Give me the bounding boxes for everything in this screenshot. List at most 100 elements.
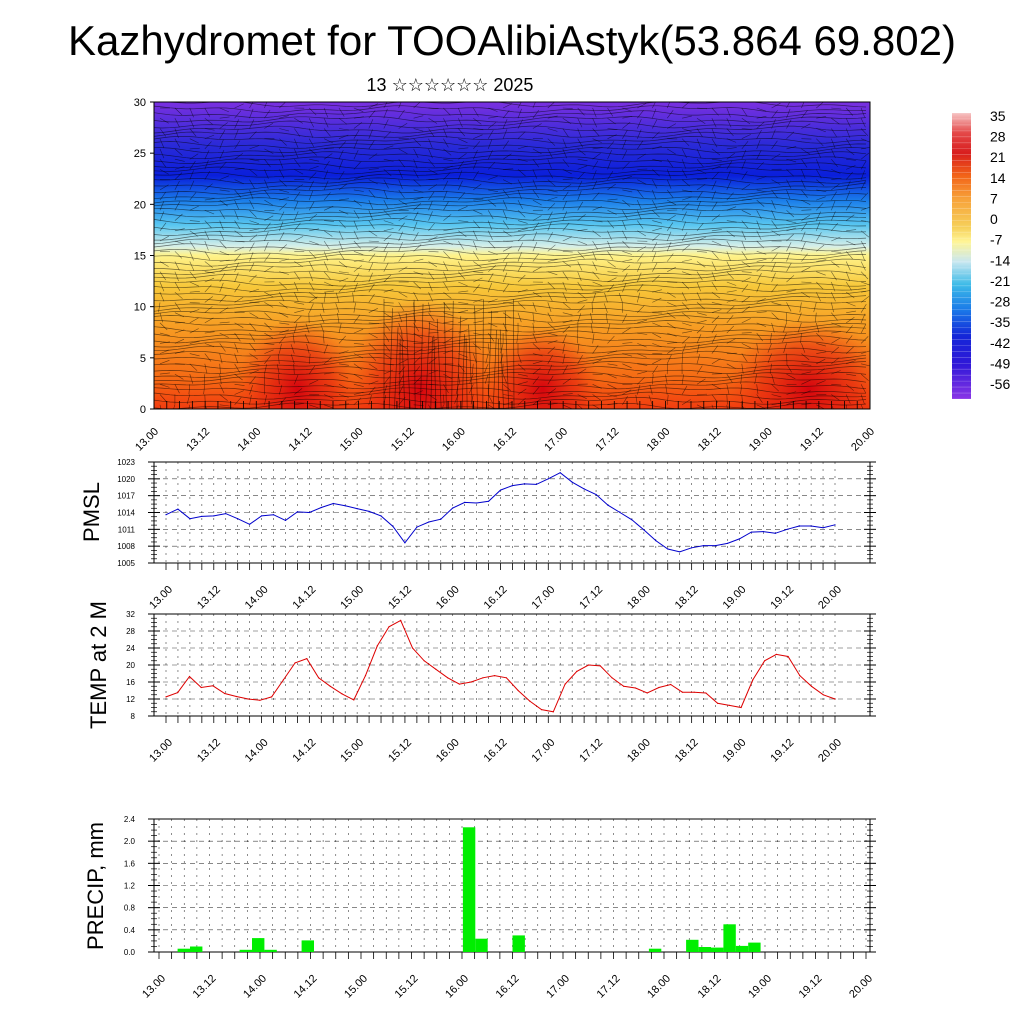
wind-barb	[666, 179, 672, 189]
wind-barb	[801, 281, 812, 283]
wind-barb	[711, 229, 722, 232]
wind-barb	[861, 281, 870, 286]
warm-core	[347, 299, 492, 409]
wind-barb	[622, 396, 628, 405]
wind-barb	[547, 169, 553, 179]
wind-barb	[219, 251, 230, 256]
wind-barb	[786, 220, 797, 224]
wind-barb	[279, 281, 287, 290]
wind-barb	[502, 322, 508, 333]
x-tick-label: 14.00	[243, 737, 271, 765]
wind-barb	[622, 353, 633, 357]
wind-barb	[264, 291, 274, 298]
wind-barb	[174, 363, 185, 365]
wind-barb	[577, 190, 582, 201]
wind-barb	[740, 374, 743, 385]
wind-barb	[309, 213, 318, 221]
precip-bar	[177, 948, 190, 952]
wind-barb	[562, 222, 570, 231]
contour-line	[154, 131, 867, 138]
wind-barb	[652, 199, 658, 210]
wind-barb	[517, 397, 526, 406]
wind-barb	[845, 335, 853, 344]
data-point	[505, 677, 507, 679]
wind-barb	[637, 189, 644, 198]
wind-barb	[174, 350, 185, 354]
wind-barb	[443, 240, 453, 245]
wind-barb	[219, 130, 226, 139]
wind-barb	[607, 107, 614, 117]
wind-barb	[473, 171, 479, 180]
wind-barb	[294, 148, 299, 159]
wind-barb	[353, 391, 364, 395]
wind-barb	[383, 189, 388, 200]
wind-barb	[487, 394, 494, 404]
wind-barb	[771, 210, 776, 220]
wind-barb	[398, 375, 404, 385]
wind-barb	[831, 178, 842, 180]
contour-line	[482, 299, 484, 409]
wind-barb	[249, 119, 255, 129]
wind-barb	[622, 251, 632, 255]
wind-barb	[323, 251, 329, 261]
wind-barb	[503, 302, 514, 304]
wind-barb	[607, 373, 617, 379]
wind-barb	[607, 128, 618, 130]
wind-barb	[711, 281, 718, 291]
wind-barb	[368, 322, 379, 324]
wind-barb	[532, 291, 542, 298]
x-tick-label: 18.12	[696, 973, 724, 1001]
wind-barb	[756, 384, 759, 395]
x-tick-label: 15.00	[342, 973, 370, 1001]
wind-barb	[294, 200, 299, 211]
wind-barb	[607, 198, 618, 201]
wind-barb	[383, 274, 392, 283]
wind-barb	[516, 333, 519, 344]
wind-barb	[368, 253, 376, 262]
wind-barb	[666, 253, 674, 262]
wind-barb	[681, 211, 687, 221]
wind-barb	[682, 115, 692, 119]
precip-bar	[686, 939, 699, 952]
data-point	[703, 545, 705, 547]
wind-barb	[532, 189, 540, 199]
wind-barb	[174, 312, 185, 318]
contour-line	[154, 387, 867, 394]
wind-barb	[383, 108, 388, 119]
data-point	[447, 677, 449, 679]
x-tick-label: 14.12	[291, 584, 319, 612]
wind-barb	[249, 376, 256, 385]
wind-barb	[696, 271, 703, 281]
contour-line	[154, 295, 867, 302]
wind-barb	[428, 281, 433, 292]
wind-barb	[502, 119, 508, 129]
wind-barb	[607, 394, 618, 398]
wind-barb	[488, 298, 498, 303]
wind-barb	[294, 374, 299, 385]
wind-barb	[428, 394, 437, 401]
data-point	[308, 511, 310, 514]
data-point	[810, 685, 813, 687]
wind-barb	[831, 169, 841, 174]
wind-barbs	[158, 102, 870, 409]
wind-barb	[607, 210, 617, 215]
wind-barb	[637, 377, 645, 385]
wind-barb	[547, 196, 558, 201]
wind-barb	[831, 200, 836, 211]
wind-barb	[234, 220, 241, 230]
wind-barb	[622, 220, 627, 231]
wind-barb	[726, 404, 728, 409]
wind-barb	[726, 305, 735, 313]
wind-barb	[786, 302, 792, 312]
wind-barb	[219, 394, 228, 401]
wind-barb	[652, 252, 657, 262]
wind-barb	[816, 322, 820, 333]
data-point	[764, 660, 766, 662]
wind-barb	[532, 222, 540, 231]
wind-barb	[428, 370, 438, 375]
wind-barb	[413, 189, 424, 193]
data-point	[750, 531, 753, 533]
wind-barb	[562, 312, 573, 316]
wind-barb	[443, 165, 453, 170]
wind-barb	[592, 170, 597, 180]
